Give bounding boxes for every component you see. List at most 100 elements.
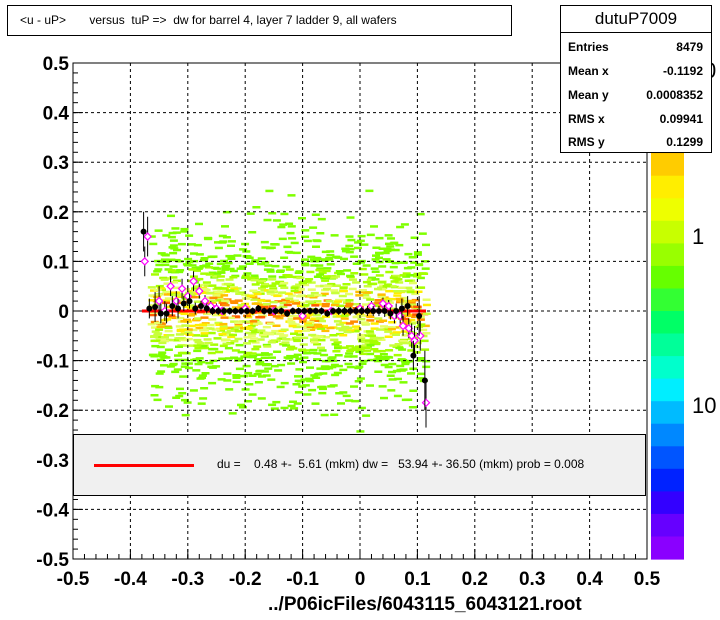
density-cell xyxy=(404,279,413,282)
density-cell xyxy=(262,343,271,347)
density-cell xyxy=(406,274,415,277)
profile-black-point xyxy=(352,308,359,314)
density-cell xyxy=(313,275,322,278)
density-cell xyxy=(377,305,386,308)
density-cell xyxy=(345,399,354,402)
density-cell xyxy=(164,329,173,333)
density-cell xyxy=(214,246,223,250)
density-cell xyxy=(377,281,386,284)
palette-segment xyxy=(651,265,684,289)
profile-black-point xyxy=(307,308,314,314)
density-cell xyxy=(339,286,348,290)
density-cell xyxy=(247,334,256,338)
density-cell xyxy=(312,376,321,379)
density-cell xyxy=(257,299,266,302)
density-cell xyxy=(407,372,415,375)
density-cell xyxy=(181,358,189,362)
density-cell xyxy=(286,231,295,235)
density-cell xyxy=(392,290,401,293)
density-cell xyxy=(383,249,392,253)
density-cell xyxy=(318,294,327,297)
profile-black-point xyxy=(232,308,239,314)
density-cell xyxy=(401,334,410,337)
density-cell xyxy=(355,294,364,297)
density-cell xyxy=(366,352,375,356)
density-cell xyxy=(200,272,209,275)
density-cell xyxy=(184,328,193,331)
density-cell xyxy=(399,261,408,264)
density-cell xyxy=(192,318,201,322)
density-cell xyxy=(159,276,168,280)
density-cell xyxy=(413,253,422,256)
profile-black-point xyxy=(140,228,147,235)
density-cell xyxy=(244,276,253,279)
profile-black-point xyxy=(393,308,400,314)
density-cell xyxy=(250,276,259,279)
density-cell xyxy=(187,344,196,347)
density-cell xyxy=(339,289,348,293)
density-cell xyxy=(306,270,315,274)
density-cell xyxy=(331,343,340,346)
density-cell xyxy=(248,231,257,234)
density-cell xyxy=(273,350,282,353)
profile-black-point xyxy=(341,308,348,314)
density-cell xyxy=(332,284,341,287)
density-cell xyxy=(285,297,294,300)
density-cell xyxy=(287,225,296,228)
density-cell xyxy=(166,338,174,342)
density-cell xyxy=(305,324,314,327)
density-cell xyxy=(396,364,405,368)
density-cell xyxy=(173,279,181,282)
density-cell xyxy=(301,235,310,238)
density-cell xyxy=(345,235,354,238)
density-cell xyxy=(417,324,425,327)
density-cell xyxy=(176,387,184,391)
density-cell xyxy=(360,321,369,324)
density-cell xyxy=(384,335,393,338)
density-cell xyxy=(375,260,384,264)
density-cell xyxy=(382,285,391,288)
density-cell xyxy=(362,296,371,299)
density-cell xyxy=(199,265,208,268)
density-cell xyxy=(301,283,310,287)
density-cell xyxy=(422,298,431,301)
density-cell xyxy=(293,402,302,405)
density-cell xyxy=(398,348,407,351)
density-cell xyxy=(264,363,272,366)
profile-magenta-point xyxy=(200,296,210,306)
density-cell xyxy=(167,214,175,218)
density-cell xyxy=(325,300,334,303)
density-cell xyxy=(412,351,421,354)
density-cell xyxy=(398,290,407,293)
density-cell xyxy=(388,285,397,288)
density-cell xyxy=(154,268,163,271)
density-cell xyxy=(388,370,396,374)
density-cell xyxy=(263,268,272,271)
density-cell xyxy=(334,346,342,350)
density-cell xyxy=(212,294,221,297)
density-cell xyxy=(193,349,202,353)
profile-magenta-point xyxy=(166,281,175,291)
density-cell xyxy=(179,328,188,331)
density-cell xyxy=(342,283,351,286)
density-cell xyxy=(258,303,267,306)
density-cell xyxy=(263,331,272,335)
density-cell xyxy=(227,257,236,260)
density-cell xyxy=(248,374,257,377)
density-cell xyxy=(171,227,180,230)
density-cell xyxy=(243,272,252,275)
density-cell xyxy=(237,303,246,307)
density-cell xyxy=(219,327,228,330)
density-cell xyxy=(282,265,291,269)
density-cell xyxy=(239,248,248,251)
density-cell xyxy=(233,326,242,329)
density-cell xyxy=(395,297,404,301)
density-cell xyxy=(189,328,198,332)
density-cell xyxy=(153,295,161,299)
density-cell xyxy=(207,351,216,355)
density-cell xyxy=(217,378,226,381)
density-cell xyxy=(158,341,167,345)
density-cell xyxy=(352,325,360,328)
density-cell xyxy=(320,413,329,417)
density-cell xyxy=(401,398,410,402)
